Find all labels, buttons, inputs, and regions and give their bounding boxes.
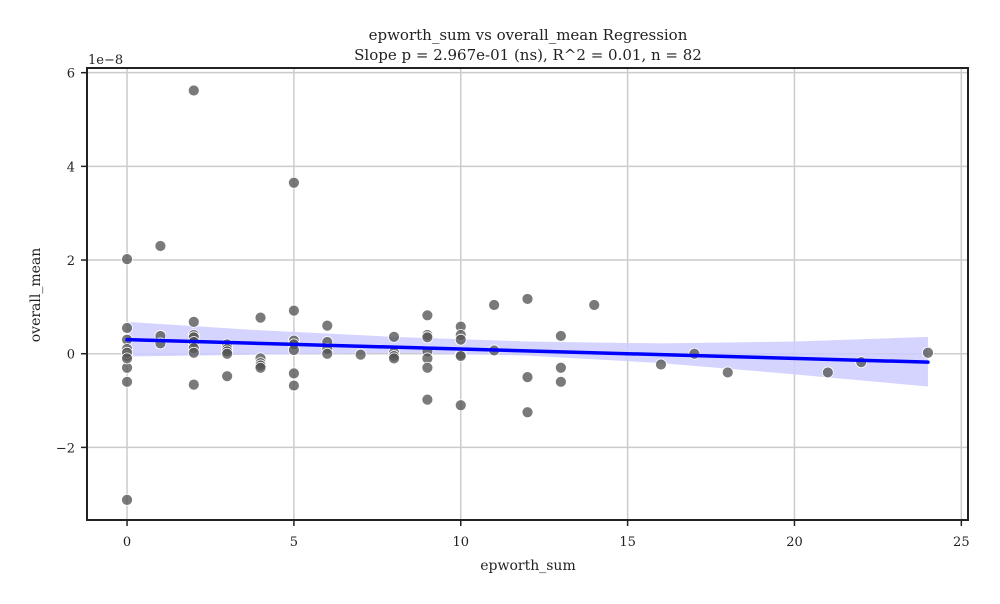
- data-point: [187, 315, 200, 328]
- data-point: [187, 84, 200, 97]
- y-tick-label: 6: [67, 67, 75, 82]
- data-point: [421, 393, 434, 406]
- y-tick-label: 2: [67, 254, 75, 269]
- data-point: [521, 371, 534, 384]
- grid: [87, 68, 968, 520]
- data-point: [288, 176, 300, 189]
- x-axis-label: epworth_sum: [480, 558, 575, 574]
- plot-frame: [86, 67, 969, 521]
- data-point: [254, 361, 267, 374]
- data-point: [154, 240, 167, 252]
- data-point: [855, 356, 868, 369]
- data-point: [454, 350, 467, 362]
- data-point: [121, 375, 133, 388]
- data-point: [688, 347, 701, 360]
- data-point: [254, 311, 267, 324]
- y-tick-label: 0: [67, 348, 75, 363]
- data-point: [521, 293, 534, 305]
- y-tick-label: 4: [67, 160, 75, 175]
- x-tick-label: 25: [953, 535, 970, 550]
- data-point: [288, 304, 300, 317]
- data-point: [421, 331, 434, 344]
- data-point: [321, 319, 334, 332]
- data-point: [187, 378, 200, 391]
- x-tick-label: 15: [619, 535, 636, 550]
- regression-line: [125, 337, 930, 364]
- axis-ticks: 0 5 10 15 20 25 −2 0 2 4 6: [56, 67, 970, 550]
- x-tick-label: 20: [786, 535, 803, 550]
- data-point: [388, 330, 400, 343]
- data-point: [454, 333, 467, 346]
- data-point: [821, 366, 834, 379]
- y-offset-label: 1e−8: [88, 53, 123, 68]
- scatter-points: [121, 84, 934, 506]
- y-axis-label: overall_mean: [28, 248, 44, 343]
- data-point: [421, 309, 434, 322]
- data-point: [454, 399, 467, 412]
- chart-title-line-2: Slope p = 2.967e-01 (ns), R^2 = 0.01, n …: [354, 46, 702, 64]
- x-tick-label: 0: [123, 535, 131, 550]
- chart-title-line-1: epworth_sum vs overall_mean Regression: [369, 26, 688, 44]
- data-point: [288, 367, 300, 380]
- data-point: [388, 352, 400, 365]
- x-tick-label: 5: [290, 535, 298, 550]
- data-point: [121, 322, 133, 334]
- data-point: [321, 347, 334, 360]
- y-tick-label: −2: [56, 441, 75, 456]
- data-point: [488, 299, 501, 311]
- data-point: [721, 366, 734, 379]
- data-point: [121, 493, 133, 506]
- regression-line-layer: [125, 337, 930, 364]
- data-point: [187, 346, 200, 359]
- data-point: [554, 375, 567, 388]
- data-point: [288, 379, 300, 392]
- data-point: [922, 346, 934, 359]
- data-point: [421, 361, 434, 374]
- data-point: [221, 370, 234, 383]
- data-point: [655, 358, 667, 371]
- data-point: [554, 361, 567, 374]
- data-point: [521, 406, 534, 419]
- data-point: [121, 253, 133, 266]
- data-point: [221, 347, 234, 360]
- x-tick-label: 10: [452, 535, 469, 550]
- data-point: [554, 330, 567, 342]
- data-point: [588, 299, 601, 311]
- data-point: [121, 352, 133, 365]
- data-point: [354, 348, 367, 361]
